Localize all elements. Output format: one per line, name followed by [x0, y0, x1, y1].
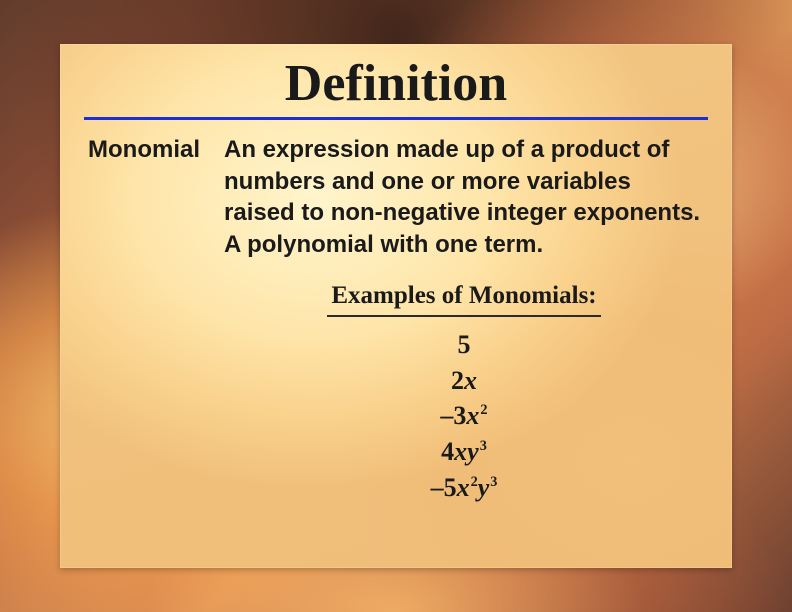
example-5: –5x2y3 — [224, 470, 704, 506]
example-3: –3x2 — [224, 398, 704, 434]
title-rule — [84, 117, 708, 120]
ex3-coef: –3 — [440, 401, 466, 430]
definition-column: An expression made up of a product of nu… — [224, 134, 704, 506]
examples-heading: Examples of Monomials: — [327, 279, 600, 317]
example-4: 4xy3 — [224, 434, 704, 470]
ex3-var: x — [466, 401, 479, 430]
ex5-exp2: 3 — [490, 474, 497, 490]
card-body: Monomial An expression made up of a prod… — [60, 134, 732, 506]
ex1-coef: 5 — [458, 330, 471, 359]
ex5-v1: x — [457, 473, 470, 502]
ex5-v2: y — [478, 473, 490, 502]
card-title: Definition — [60, 44, 732, 117]
term-label: Monomial — [88, 134, 224, 506]
ex4-v1: x — [454, 437, 467, 466]
slide-background: Definition Monomial An expression made u… — [0, 0, 792, 612]
examples-section: Examples of Monomials: 5 2x –3x2 4xy3 — [224, 279, 704, 506]
example-1: 5 — [224, 327, 704, 363]
ex5-exp1: 2 — [471, 474, 478, 490]
ex4-v2: y — [467, 437, 479, 466]
ex4-exp2: 3 — [480, 438, 487, 454]
ex3-exp: 2 — [480, 402, 487, 418]
definition-card: Definition Monomial An expression made u… — [60, 44, 732, 568]
ex5-coef: –5 — [431, 473, 457, 502]
example-2: 2x — [224, 363, 704, 399]
ex2-coef: 2 — [451, 366, 464, 395]
ex2-var: x — [464, 366, 477, 395]
ex4-coef: 4 — [441, 437, 454, 466]
examples-list: 5 2x –3x2 4xy3 –5x2y3 — [224, 327, 704, 506]
definition-text: An expression made up of a product of nu… — [224, 134, 704, 261]
